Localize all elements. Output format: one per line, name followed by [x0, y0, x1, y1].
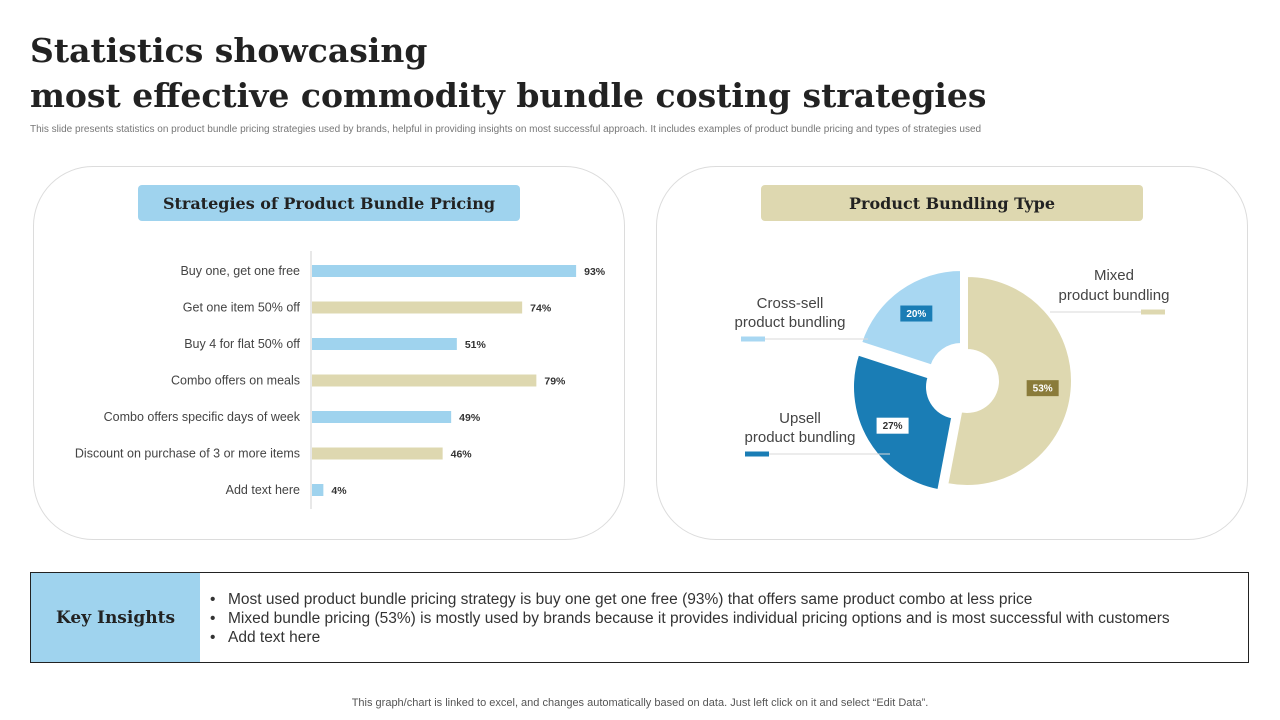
insight-item: Mixed bundle pricing (53%) is mostly use… — [210, 609, 1170, 628]
donut-chart-heading: Product Bundling Type — [761, 185, 1143, 221]
donut-value-label: 53% — [1033, 384, 1053, 395]
page-title: Statistics showcasing most effective com… — [30, 28, 987, 118]
donut-category-label: product bundling — [735, 314, 846, 331]
bar[interactable] — [312, 301, 523, 314]
bar-category-label: Buy one, get one free — [180, 264, 300, 278]
donut-chart[interactable]: 53% 27% 20% Mixed product bundling Upsell prod… — [657, 167, 1249, 541]
bar-value-label: 49% — [459, 412, 481, 424]
bar[interactable] — [312, 265, 577, 277]
footnote: This graph/chart is linked to excel, and… — [351, 697, 929, 709]
bar-value-label: 74% — [530, 303, 552, 315]
insight-item: Most used product bundle pricing strateg… — [210, 590, 1170, 609]
donut-category-label: product bundling — [1059, 287, 1170, 304]
donut-value-badge — [900, 305, 933, 322]
donut-legend-marker — [745, 451, 769, 457]
bar[interactable] — [312, 374, 537, 387]
donut-value-badge — [1026, 380, 1059, 397]
key-insights-box: Key Insights Most used product bundle pr… — [30, 572, 1249, 663]
bar-category-label: Get one item 50% off — [183, 301, 301, 315]
title-line-2: most effective commodity bundle costing … — [30, 76, 987, 115]
donut-slice[interactable] — [946, 274, 1073, 487]
bar-value-label: 79% — [544, 376, 566, 388]
bar[interactable] — [312, 484, 324, 496]
key-insights-heading: Key Insights — [31, 573, 200, 662]
bar-value-label: 46% — [451, 449, 473, 461]
donut-category-label: Mixed — [1094, 267, 1134, 284]
bar-value-label: 93% — [584, 266, 606, 278]
donut-category-label: Cross-sell — [757, 295, 824, 312]
insight-item: Add text here — [210, 628, 1170, 647]
bar-chart[interactable]: Buy one, get one free 93% Get one item 50%… — [34, 167, 626, 541]
bar-category-label: Discount on purchase of 3 or more items — [75, 447, 300, 461]
page-subtitle: This slide presents statistics on produc… — [30, 124, 982, 135]
donut-category-label: product bundling — [745, 429, 856, 446]
donut-legend-marker — [741, 336, 765, 342]
key-insights-list: Most used product bundle pricing strateg… — [200, 573, 1170, 662]
donut-value-label: 20% — [906, 309, 926, 320]
donut-value-label: 27% — [883, 421, 903, 432]
bar-value-label: 51% — [465, 339, 487, 351]
donut-chart-panel: Product Bundling Type 53% 27% 20% Mixed prod… — [656, 166, 1248, 540]
bar-chart-heading: Strategies of Product Bundle Pricing — [138, 185, 520, 221]
donut-category-label: Upsell — [779, 410, 821, 427]
bar-category-label: Combo offers specific days of week — [104, 410, 301, 424]
bar[interactable] — [312, 338, 457, 350]
bar[interactable] — [312, 411, 452, 423]
donut-value-badge — [876, 417, 909, 434]
bar-value-label: 4% — [331, 485, 347, 497]
title-line-1: Statistics showcasing — [30, 31, 428, 70]
bar[interactable] — [312, 447, 443, 460]
bar-chart-panel: Strategies of Product Bundle Pricing Buy… — [33, 166, 625, 540]
bar-category-label: Buy 4 for flat 50% off — [184, 337, 300, 351]
donut-legend-marker — [1141, 309, 1165, 315]
bar-category-label: Add text here — [226, 483, 300, 497]
bar-category-label: Combo offers on meals — [171, 374, 300, 388]
